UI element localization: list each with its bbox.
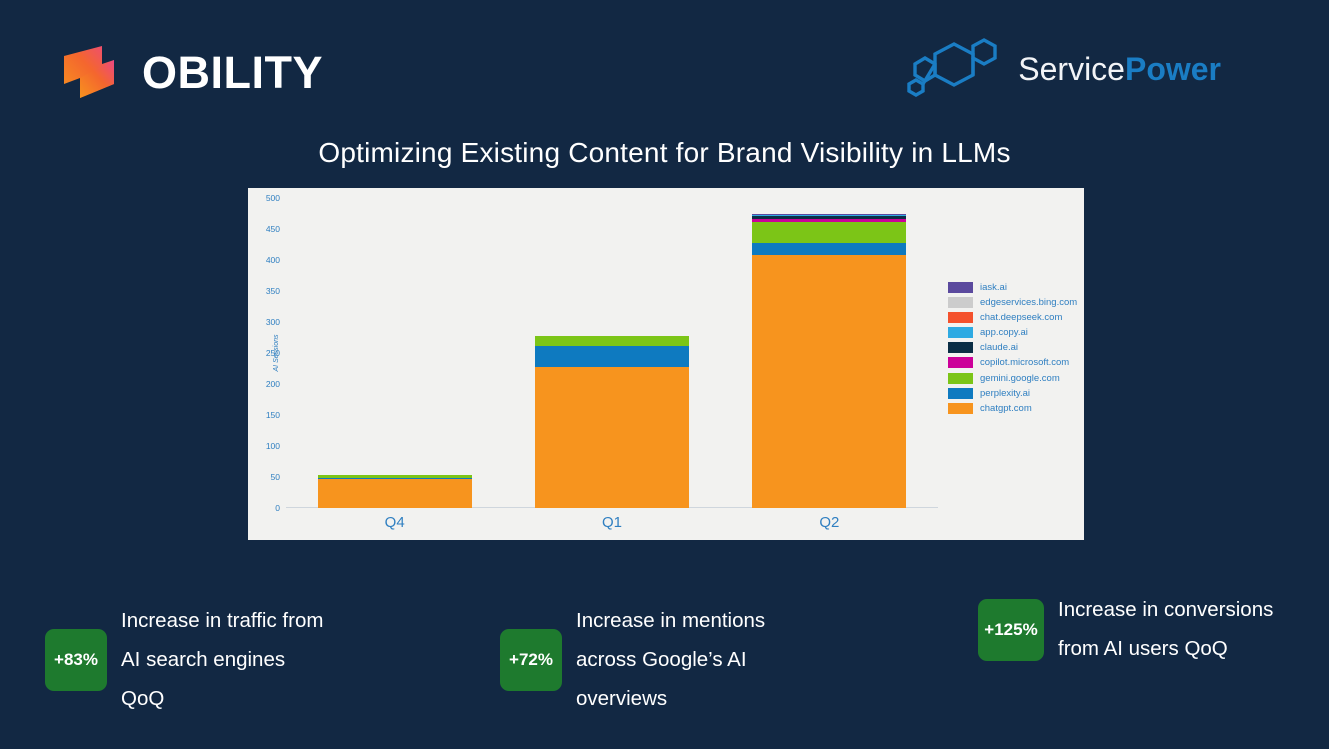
y-axis-tick: 400: [265, 255, 280, 265]
stats-row: +83% Increase in traffic from AI search …: [0, 588, 1329, 718]
x-axis-label: Q4: [384, 514, 405, 531]
bar-slot: Q4: [286, 198, 503, 531]
stat-text-3: Increase in conversions from AI users Qo…: [1058, 598, 1274, 660]
y-axis-tick: 0: [275, 503, 280, 513]
stat-badge-2: +72%: [500, 629, 562, 692]
stat-card-3: +125% Increase in conversions from AI us…: [978, 591, 1318, 669]
bar-segment[interactable]: [534, 367, 690, 508]
servicepower-wordmark: ServicePower: [1018, 53, 1221, 85]
legend-swatch-icon: [948, 282, 973, 293]
legend-swatch-icon: [948, 327, 973, 339]
legend-label: app.copy.ai: [980, 327, 1028, 339]
y-axis-tick: 300: [265, 317, 280, 327]
stat-card-1: +83% Increase in traffic from AI search …: [45, 602, 331, 719]
legend-swatch-icon: [948, 387, 973, 399]
bar-segment[interactable]: [752, 216, 907, 219]
bar-slot: Q2: [721, 198, 938, 531]
bar-segment[interactable]: [534, 345, 690, 368]
legend-label: perplexity.ai: [980, 387, 1030, 399]
legend-label: edgeservices.bing.com: [980, 297, 1078, 309]
obility-logo: OBILITY: [62, 42, 323, 102]
y-axis-tick: 100: [265, 441, 280, 451]
legend-swatch-icon: [948, 357, 973, 369]
legend-label: chat.deepseek.com: [980, 312, 1063, 324]
x-axis-label: Q1: [601, 514, 622, 531]
stat-text-2: Increase in mentions across Google’s AI …: [576, 609, 766, 710]
legend-item[interactable]: claude.ai: [948, 342, 1088, 354]
legend-swatch-icon: [948, 402, 973, 414]
legend-swatch-icon: [948, 297, 973, 309]
bar-slot: Q1: [503, 198, 720, 531]
legend-swatch-icon: [948, 372, 973, 384]
bar-segment[interactable]: [752, 218, 907, 222]
servicepower-word-power: Power: [1124, 51, 1221, 87]
obility-gradient-mark-icon: [62, 42, 124, 102]
bar-segment[interactable]: [317, 478, 472, 508]
y-axis-tick: 50: [270, 472, 280, 482]
obility-wordmark: OBILITY: [142, 46, 323, 98]
legend-item[interactable]: gemini.google.com: [948, 372, 1088, 384]
legend-item[interactable]: edgeservices.bing.com: [948, 297, 1088, 309]
bar-segment[interactable]: [752, 243, 907, 256]
chart-panel: AI Sessions 0 50 100 150 200 250 300 350 400 450 5…: [248, 188, 1084, 540]
y-axis-tick: 150: [265, 410, 280, 420]
bar-segment[interactable]: [752, 215, 907, 217]
x-axis-label: Q2: [819, 514, 840, 531]
bar-segment[interactable]: [752, 221, 907, 244]
bar-stack[interactable]: Q1: [534, 336, 690, 531]
y-axis-tick: 200: [265, 379, 280, 389]
bar-segment[interactable]: [752, 255, 907, 508]
y-axis-tick: 350: [265, 286, 280, 296]
bar-stack[interactable]: Q2: [752, 214, 907, 531]
servicepower-logo: ServicePower: [907, 38, 1221, 100]
bar-segment[interactable]: [317, 477, 472, 479]
legend-item[interactable]: iask.ai: [948, 282, 1088, 293]
legend-item[interactable]: chatgpt.com: [948, 402, 1088, 414]
slide-header: OBILITY ServicePower: [0, 0, 1329, 120]
legend-label: iask.ai: [980, 282, 1007, 293]
bar-segment[interactable]: [317, 475, 472, 478]
plot-area: AI Sessions 0 50 100 150 200 250 300 350 400 450 5…: [266, 193, 938, 531]
chart-legend: iask.ai edgeservices.bing.com chat.deepsee…: [948, 282, 1088, 418]
legend-item[interactable]: copilot.microsoft.com: [948, 357, 1088, 369]
bar-group: Q4 Q1 Q2: [286, 198, 938, 531]
legend-label: chatgpt.com: [980, 402, 1032, 414]
legend-swatch-icon: [948, 342, 973, 354]
legend-label: copilot.microsoft.com: [980, 357, 1070, 369]
page-title: Optimizing Existing Content for Brand Vi…: [318, 137, 1011, 168]
hexagon-network-icon: [907, 38, 1012, 100]
legend-item[interactable]: chat.deepseek.com: [948, 312, 1088, 324]
legend-swatch-icon: [948, 312, 973, 324]
bar-segment[interactable]: [534, 336, 690, 346]
y-axis-tick: 250: [265, 348, 280, 358]
legend-item[interactable]: perplexity.ai: [948, 387, 1088, 399]
stat-card-2: +72% Increase in mentions across Google’…: [500, 602, 786, 719]
servicepower-word-service: Service: [1018, 51, 1125, 87]
stat-text-1: Increase in traffic from AI search engin…: [121, 609, 324, 710]
bar-segment[interactable]: [752, 214, 907, 216]
legend-label: gemini.google.com: [980, 372, 1060, 384]
y-axis-tick: 450: [265, 224, 280, 234]
bar-stack[interactable]: Q4: [317, 475, 472, 531]
stat-badge-1: +83%: [45, 629, 107, 692]
y-axis-tick: 500: [265, 193, 280, 203]
legend-item[interactable]: app.copy.ai: [948, 327, 1088, 339]
legend-label: claude.ai: [980, 342, 1019, 354]
stat-badge-3: +125%: [978, 598, 1044, 661]
